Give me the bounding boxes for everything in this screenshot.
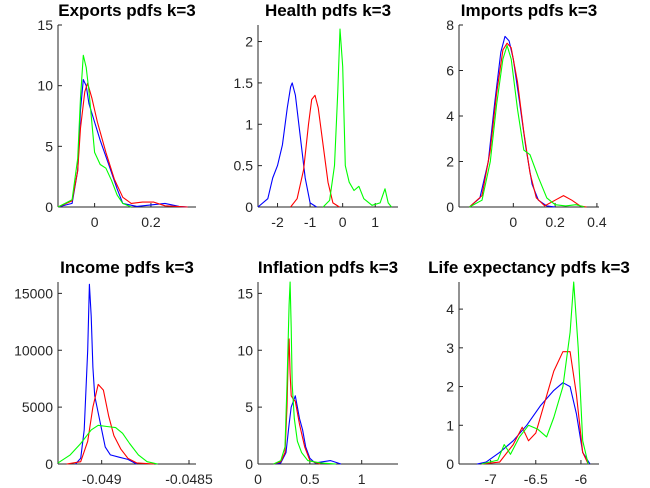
x-tick-label: 0 xyxy=(339,214,347,230)
x-tick-label: 0 xyxy=(254,471,262,487)
y-tick-label: 5 xyxy=(245,399,253,415)
x-tick-label: -6 xyxy=(575,471,588,487)
y-tick-label: 6 xyxy=(446,63,454,79)
pdf-curve-blue xyxy=(257,82,317,208)
y-tick-label: 0 xyxy=(245,199,253,215)
y-tick-label: 10 xyxy=(37,78,53,94)
subplot-2: 0 0.5 1 1.5 2 -2 -1 0 1 Health pdfs k=3 xyxy=(234,1,398,230)
pdf-curve-green xyxy=(469,44,585,208)
pdf-curve-red xyxy=(481,351,589,465)
subplot-title: Inflation pdfs k=3 xyxy=(258,258,398,277)
y-tick-label: 10 xyxy=(237,342,253,358)
pdf-curve-blue xyxy=(75,283,137,465)
y-tick-label: 0 xyxy=(45,199,53,215)
x-tick-label: 0 xyxy=(509,214,517,230)
subplot-title: Health pdfs k=3 xyxy=(265,1,391,20)
y-tick-label: 3 xyxy=(446,340,454,356)
x-tick-label: -1 xyxy=(304,214,317,230)
pdf-curve-green xyxy=(57,54,132,208)
x-tick-label: -2 xyxy=(271,214,284,230)
subplot-title: Imports pdfs k=3 xyxy=(461,1,598,20)
y-tick-label: 15 xyxy=(237,285,253,301)
pdf-curve-blue xyxy=(476,382,591,465)
y-tick-label: 10000 xyxy=(14,342,53,358)
pdf-curve-green xyxy=(57,424,158,465)
y-tick-label: 4 xyxy=(446,301,454,317)
x-tick-label: 0.4 xyxy=(587,214,607,230)
pdf-curve-green xyxy=(322,28,392,208)
pdf-curve-green xyxy=(481,281,589,465)
subplot-1: 0 5 10 15 0 0.2 Exports pdfs k=3 xyxy=(37,1,196,230)
subplot-title: Exports pdfs k=3 xyxy=(58,1,195,20)
pdf-curve-red xyxy=(469,42,587,208)
y-tick-label: 5000 xyxy=(22,399,53,415)
y-tick-label: 2 xyxy=(446,379,454,395)
pdf-curve-red xyxy=(290,94,340,208)
subplot-3: 0 2 4 6 8 0 0.2 0.4 Imports pdfs k=3 xyxy=(446,1,607,230)
pdf-curve-blue xyxy=(57,79,188,208)
x-tick-label: 1 xyxy=(358,471,366,487)
y-tick-label: 1 xyxy=(446,417,454,433)
y-tick-label: 0 xyxy=(45,456,53,472)
x-tick-label: -6.5 xyxy=(524,471,548,487)
y-tick-label: 5 xyxy=(45,138,53,154)
subplot-4: 0 5000 10000 15000 -0.049 -0.0485 Income pdfs … xyxy=(14,258,213,487)
y-tick-label: 1 xyxy=(245,116,253,132)
x-tick-label: 0 xyxy=(91,214,99,230)
x-tick-label: -7 xyxy=(484,471,497,487)
subplot-title: Income pdfs k=3 xyxy=(60,258,194,277)
x-tick-label: -0.0485 xyxy=(165,471,213,487)
y-tick-label: 1.5 xyxy=(234,75,254,91)
y-tick-label: 2 xyxy=(245,34,253,50)
y-tick-label: 8 xyxy=(446,17,454,33)
y-tick-label: 2 xyxy=(446,154,454,170)
pdf-curve-red xyxy=(66,383,155,465)
y-tick-label: 0.5 xyxy=(234,158,254,174)
x-tick-label: 0.2 xyxy=(141,214,161,230)
pdf-curve-red xyxy=(57,82,188,208)
pdf-curve-blue xyxy=(469,35,556,208)
y-tick-label: 0 xyxy=(446,456,454,472)
subplot-5: 0 5 10 15 0 0.5 1 Inflation pdfs k=3 xyxy=(237,258,398,487)
subplot-title: Life expectancy pdfs k=3 xyxy=(428,258,630,277)
y-tick-label: 0 xyxy=(245,456,253,472)
x-tick-label: 0.2 xyxy=(545,214,565,230)
y-tick-label: 15000 xyxy=(14,285,53,301)
x-tick-label: -0.049 xyxy=(82,471,122,487)
x-tick-label: 0.5 xyxy=(300,471,320,487)
y-tick-label: 4 xyxy=(446,108,454,124)
y-tick-label: 15 xyxy=(37,17,53,33)
x-tick-label: 1 xyxy=(371,214,379,230)
subplot-6: 0 1 2 3 4 -7 -6.5 -6 Life expectancy pdfs k=3 xyxy=(428,258,630,487)
pdf-curve-green xyxy=(273,281,336,465)
y-tick-label: 0 xyxy=(446,199,454,215)
